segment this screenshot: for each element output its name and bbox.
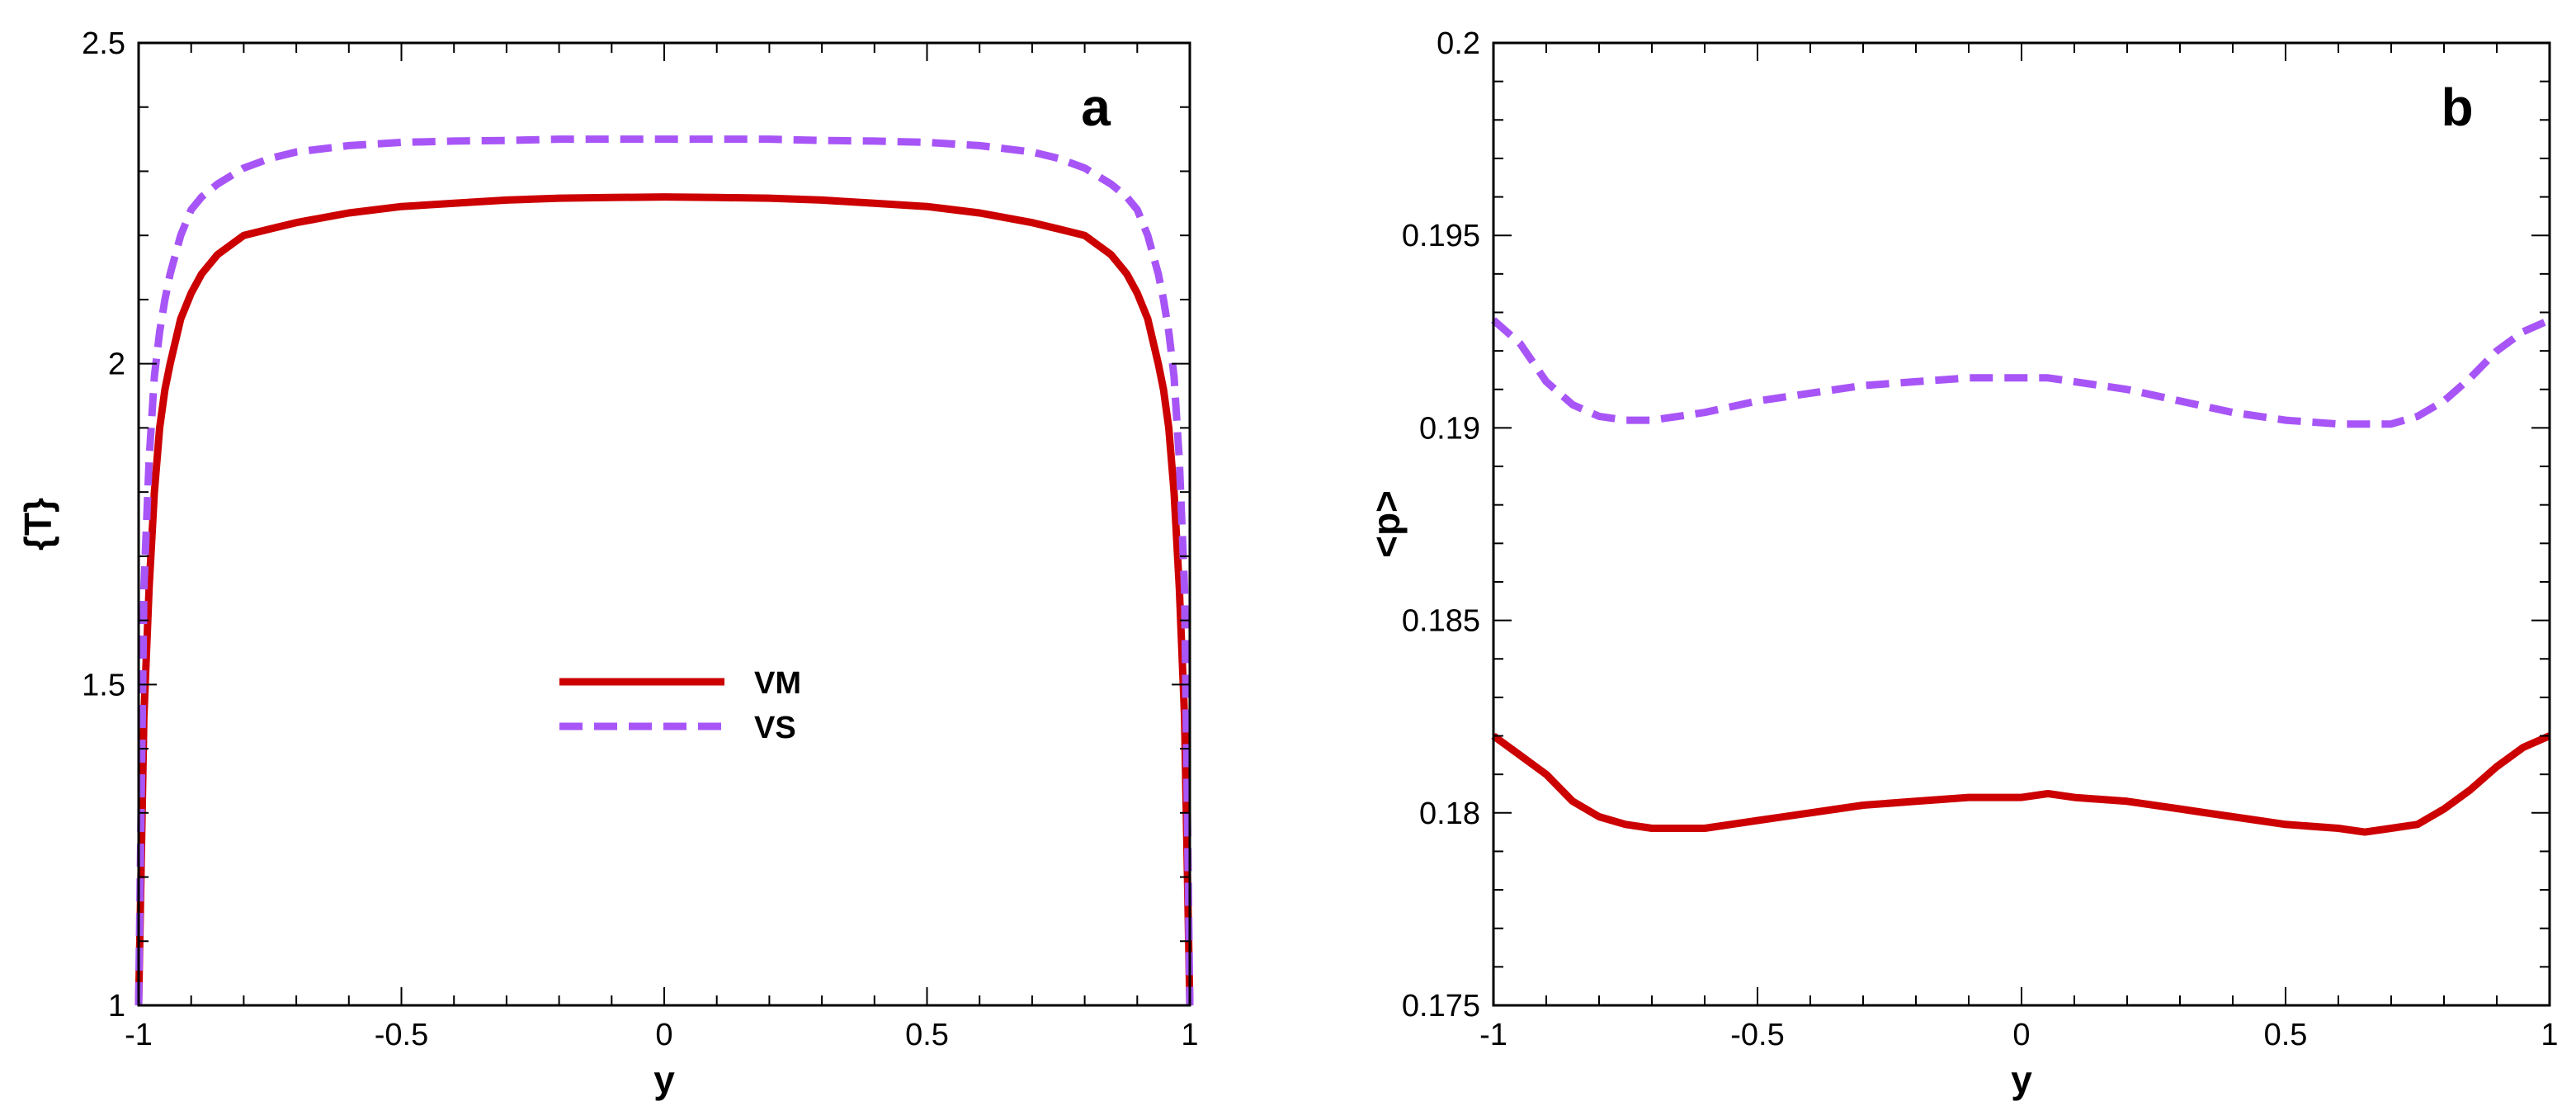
x-tick-label: -1 — [125, 1018, 153, 1052]
chart-panel-a: -1 -0.5 0 0.5 1 1 1.5 2 2.5 y {T} a VM VS — [17, 26, 1199, 1101]
y-tick-label: 1 — [108, 989, 125, 1024]
x-tick-label: 0.5 — [905, 1018, 949, 1052]
y-tick-label: 0.175 — [1402, 989, 1480, 1024]
x-tick-label: -0.5 — [375, 1018, 428, 1052]
panel-label: b — [2441, 78, 2473, 137]
y-axis-label: {T} — [17, 498, 59, 551]
legend-label-vm: VM — [754, 666, 801, 701]
series-line-vm — [1491, 732, 2551, 836]
y-axis-label: <p> — [1365, 490, 1408, 558]
x-tick-label: -1 — [1479, 1018, 1507, 1052]
x-axis-label: y — [2011, 1058, 2032, 1101]
x-axis-label: y — [653, 1058, 675, 1101]
y-tick-label: 0.19 — [1419, 411, 1480, 446]
x-tick-label: 1 — [1181, 1018, 1198, 1052]
y-tick-label: 1.5 — [82, 668, 125, 702]
x-tick-label: -0.5 — [1730, 1018, 1784, 1052]
y-tick-label: 0.18 — [1419, 797, 1480, 831]
y-tick-label: 0.195 — [1402, 219, 1480, 253]
x-tick-label: 1 — [2541, 1018, 2558, 1052]
series-line-vm — [134, 193, 1194, 1006]
x-tick-label: 0 — [655, 1018, 672, 1052]
series-line-vs — [134, 135, 1194, 1006]
y-tick-label: 0.185 — [1402, 604, 1480, 639]
y-tick-label: 2 — [108, 347, 125, 382]
plot-frame — [137, 41, 1191, 1007]
panel-label: a — [1081, 78, 1111, 137]
plot-frame — [1492, 41, 2551, 1007]
legend-label-vs: VS — [754, 711, 796, 745]
x-tick-label: 0 — [2012, 1018, 2030, 1052]
y-tick-label: 0.2 — [1437, 26, 1480, 61]
chart-panel-b: -1 -0.5 0 0.5 1 0.175 0.18 0.185 0.19 0.195 0.2 y <p… — [1365, 26, 2559, 1101]
x-tick-label: 0.5 — [2264, 1018, 2308, 1052]
series-line-vs — [1491, 316, 2551, 428]
legend: VM VS — [559, 666, 801, 745]
y-tick-label: 2.5 — [82, 26, 125, 61]
